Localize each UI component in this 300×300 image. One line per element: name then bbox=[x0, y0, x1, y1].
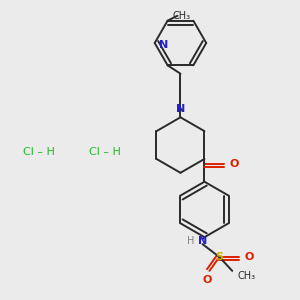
Text: Cl – H: Cl – H bbox=[89, 147, 122, 157]
Text: Cl – H: Cl – H bbox=[23, 147, 55, 157]
Text: CH₃: CH₃ bbox=[237, 271, 255, 281]
Text: O: O bbox=[230, 159, 239, 169]
Text: N: N bbox=[159, 40, 168, 50]
Text: S: S bbox=[215, 252, 223, 262]
Text: N: N bbox=[176, 104, 185, 114]
Text: O: O bbox=[244, 252, 254, 262]
Text: N: N bbox=[198, 236, 207, 246]
Text: O: O bbox=[203, 275, 212, 285]
Text: H: H bbox=[187, 236, 195, 246]
Text: CH₃: CH₃ bbox=[172, 11, 190, 21]
